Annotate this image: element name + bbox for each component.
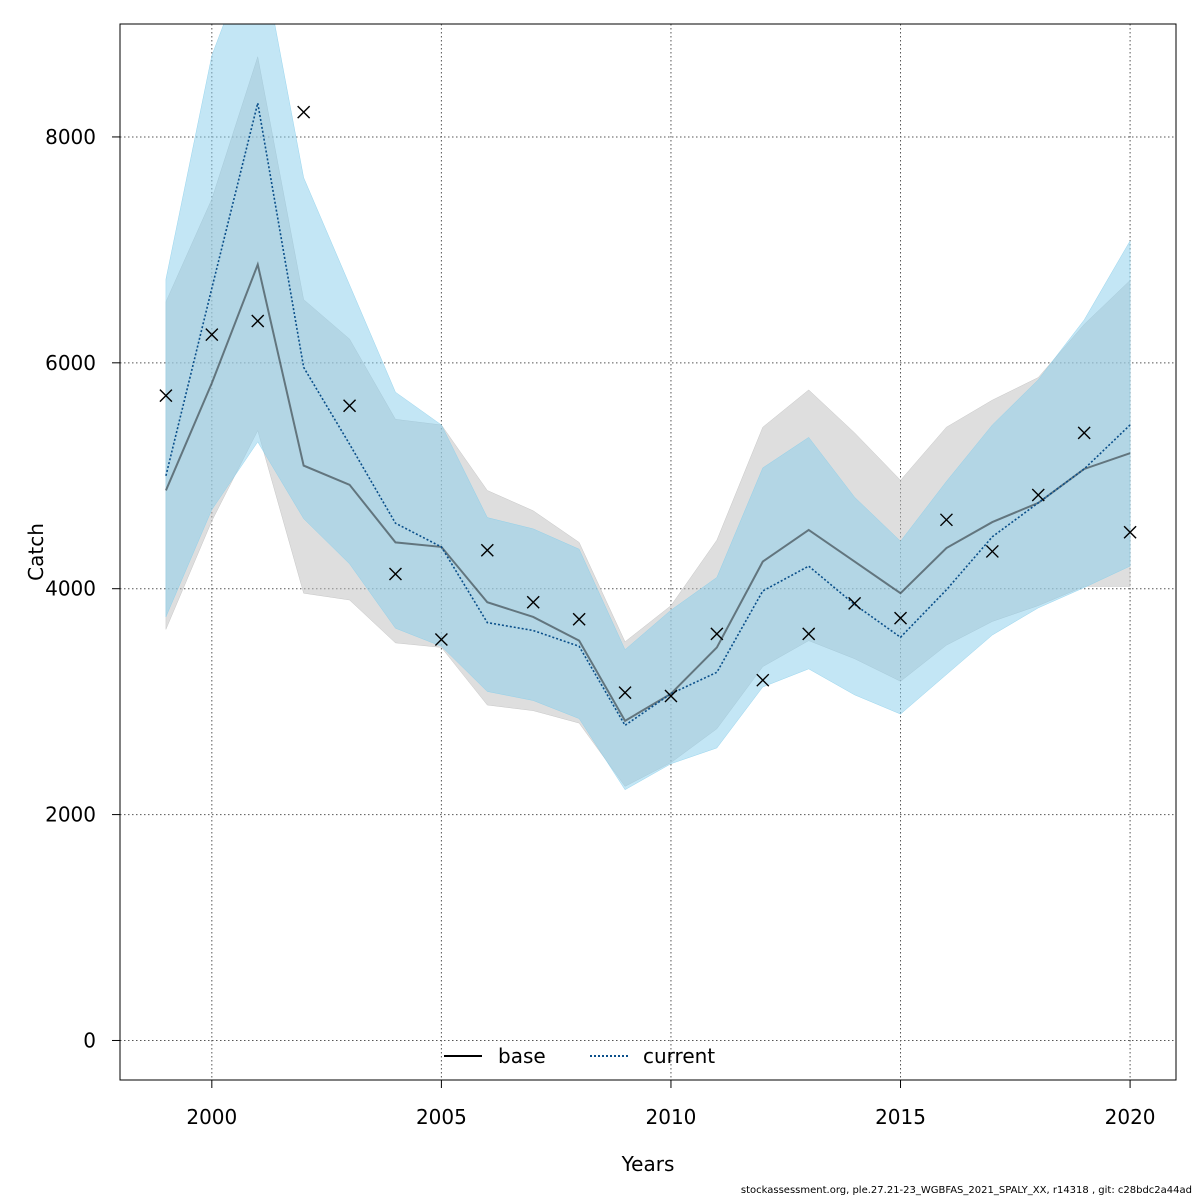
observation-marker <box>710 627 724 641</box>
y-tick-label: 6000 <box>45 351 96 375</box>
y-axis-title: Catch <box>24 523 48 581</box>
observation-marker <box>251 314 265 328</box>
legend: base current <box>444 1044 715 1068</box>
observation-marker <box>985 544 999 558</box>
plot-frame <box>119 23 1177 1081</box>
legend-label-current: current <box>643 1044 715 1068</box>
observation-points <box>159 105 1137 703</box>
observation-marker <box>388 567 402 581</box>
x-tick-label: 2015 <box>875 1105 926 1129</box>
x-axis-title: Years <box>621 1152 675 1176</box>
observation-marker <box>1077 426 1091 440</box>
x-tick-label: 2000 <box>186 1105 237 1129</box>
observation-marker <box>526 595 540 609</box>
x-tick-label: 2005 <box>416 1105 467 1129</box>
observation-marker <box>756 673 770 687</box>
observation-marker <box>939 513 953 527</box>
observation-marker <box>343 399 357 413</box>
observation-marker <box>894 611 908 625</box>
y-tick-label: 0 <box>83 1028 96 1052</box>
y-tick-label: 8000 <box>45 125 96 149</box>
y-tick-label: 2000 <box>45 803 96 827</box>
y-axis-ticks: 0 2000 4000 6000 8000 <box>45 125 120 1052</box>
x-tick-label: 2010 <box>646 1105 697 1129</box>
observation-marker <box>848 596 862 610</box>
observation-marker <box>1031 488 1045 502</box>
x-axis-ticks: 2000 2005 2010 2015 2020 <box>186 1080 1156 1129</box>
legend-label-base: base <box>498 1044 546 1068</box>
observation-marker <box>480 543 494 557</box>
confidence-bands <box>165 24 1131 791</box>
line-base <box>164 261 1131 723</box>
observation-marker <box>205 328 219 342</box>
observation-marker <box>618 686 632 700</box>
observation-marker <box>159 389 173 403</box>
observation-marker <box>572 612 586 626</box>
observation-marker <box>434 633 448 647</box>
line-current <box>165 102 1131 727</box>
band-current <box>165 24 1131 791</box>
series-lines <box>164 102 1131 727</box>
observation-marker <box>802 627 816 641</box>
y-tick-label: 4000 <box>45 577 96 601</box>
x-tick-label: 2020 <box>1105 1105 1156 1129</box>
observation-marker <box>297 105 311 119</box>
observation-marker <box>664 689 678 703</box>
footer-text: stockassessment.org, ple.27.21-23_WGBFAS… <box>740 1185 1192 1196</box>
observation-marker <box>1123 525 1137 539</box>
